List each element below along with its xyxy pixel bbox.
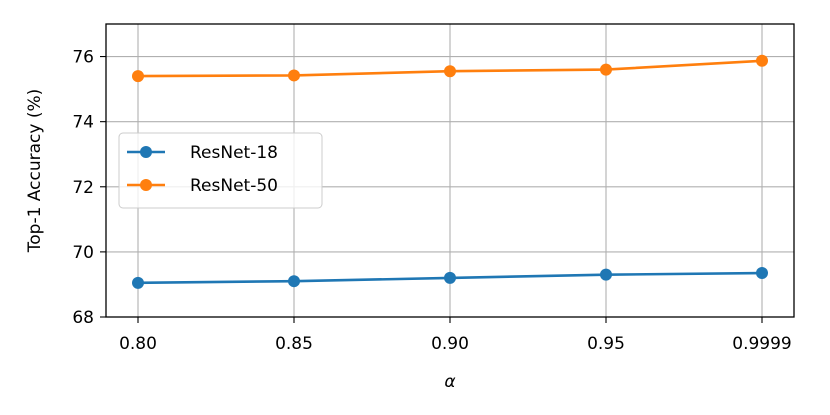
legend-marker-resnet-50 [140,179,152,191]
y-tick-label: 70 [72,243,94,263]
data-point-resnet-50 [444,65,456,78]
x-tick-label: 0.80 [119,334,157,354]
x-tick-label: 0.85 [275,334,313,354]
legend-box [118,132,323,209]
data-point-resnet-18 [132,276,144,289]
legend-marker-resnet-18 [140,146,152,158]
data-point-resnet-18 [288,275,300,288]
y-tick-label: 74 [72,113,94,133]
data-point-resnet-18 [600,268,612,281]
data-point-resnet-50 [600,63,612,76]
y-tick-label: 72 [72,178,94,198]
y-tick-label: 68 [72,308,94,328]
legend: ResNet-18 ResNet-50 [118,132,323,209]
x-tick-label: 0.9999 [732,334,791,354]
data-point-resnet-50 [132,70,144,83]
data-point-resnet-18 [444,271,456,284]
y-axis-label: Top-1 Accuracy (%) [25,89,45,253]
y-tick-label: 76 [72,48,94,68]
x-axis-label: α [444,372,455,392]
legend-label-resnet-18: ResNet-18 [190,143,278,163]
data-point-resnet-18 [756,267,768,280]
x-tick-label: 0.95 [587,334,625,354]
series-layer [132,54,768,289]
legend-label-resnet-50: ResNet-50 [190,176,278,196]
ticks: 0.80 0.85 0.90 0.95 0.9999 68 70 72 74 76 [72,48,791,354]
data-point-resnet-50 [288,69,300,82]
data-point-resnet-50 [756,54,768,67]
x-tick-label: 0.90 [431,334,469,354]
